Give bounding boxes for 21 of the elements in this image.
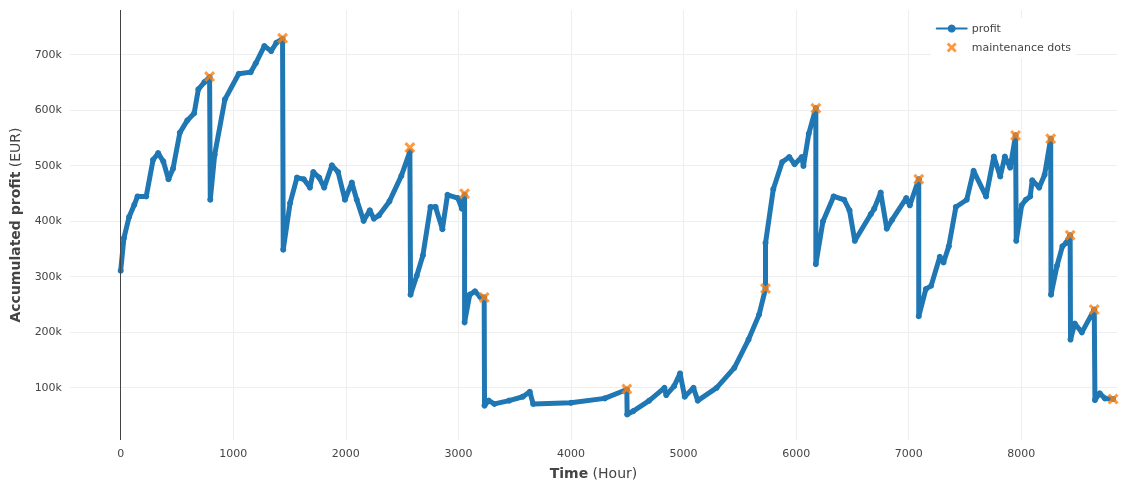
y-tick-label: 600k <box>34 103 63 117</box>
x-axis-title: Time (Hour) <box>549 465 638 481</box>
x-tick-label: 0 <box>117 447 125 460</box>
legend-label: profit <box>971 22 1002 35</box>
x-tick-label: 3000 <box>444 447 473 460</box>
x-tick-label: 1000 <box>219 447 248 460</box>
x-tick-label: 8000 <box>1007 447 1036 460</box>
y-tick-label: 500k <box>34 158 63 172</box>
x-tick-label: 6000 <box>782 447 811 460</box>
y-tick-label: 300k <box>34 269 63 283</box>
y-tick-label: 100k <box>34 380 63 394</box>
y-axis-title: Accumulated profit (EUR) <box>7 127 23 323</box>
y-tick-label: 700k <box>34 47 63 61</box>
x-tick-label: 5000 <box>669 447 698 460</box>
legend-label: maintenance dots <box>971 41 1072 54</box>
y-tick-label: 400k <box>34 214 63 228</box>
point <box>404 142 416 154</box>
x-tick-label: 4000 <box>556 447 585 460</box>
y-tick-label: 200k <box>34 325 63 339</box>
x-tick-label: 7000 <box>894 447 923 460</box>
x-tick-label: 2000 <box>331 447 360 460</box>
